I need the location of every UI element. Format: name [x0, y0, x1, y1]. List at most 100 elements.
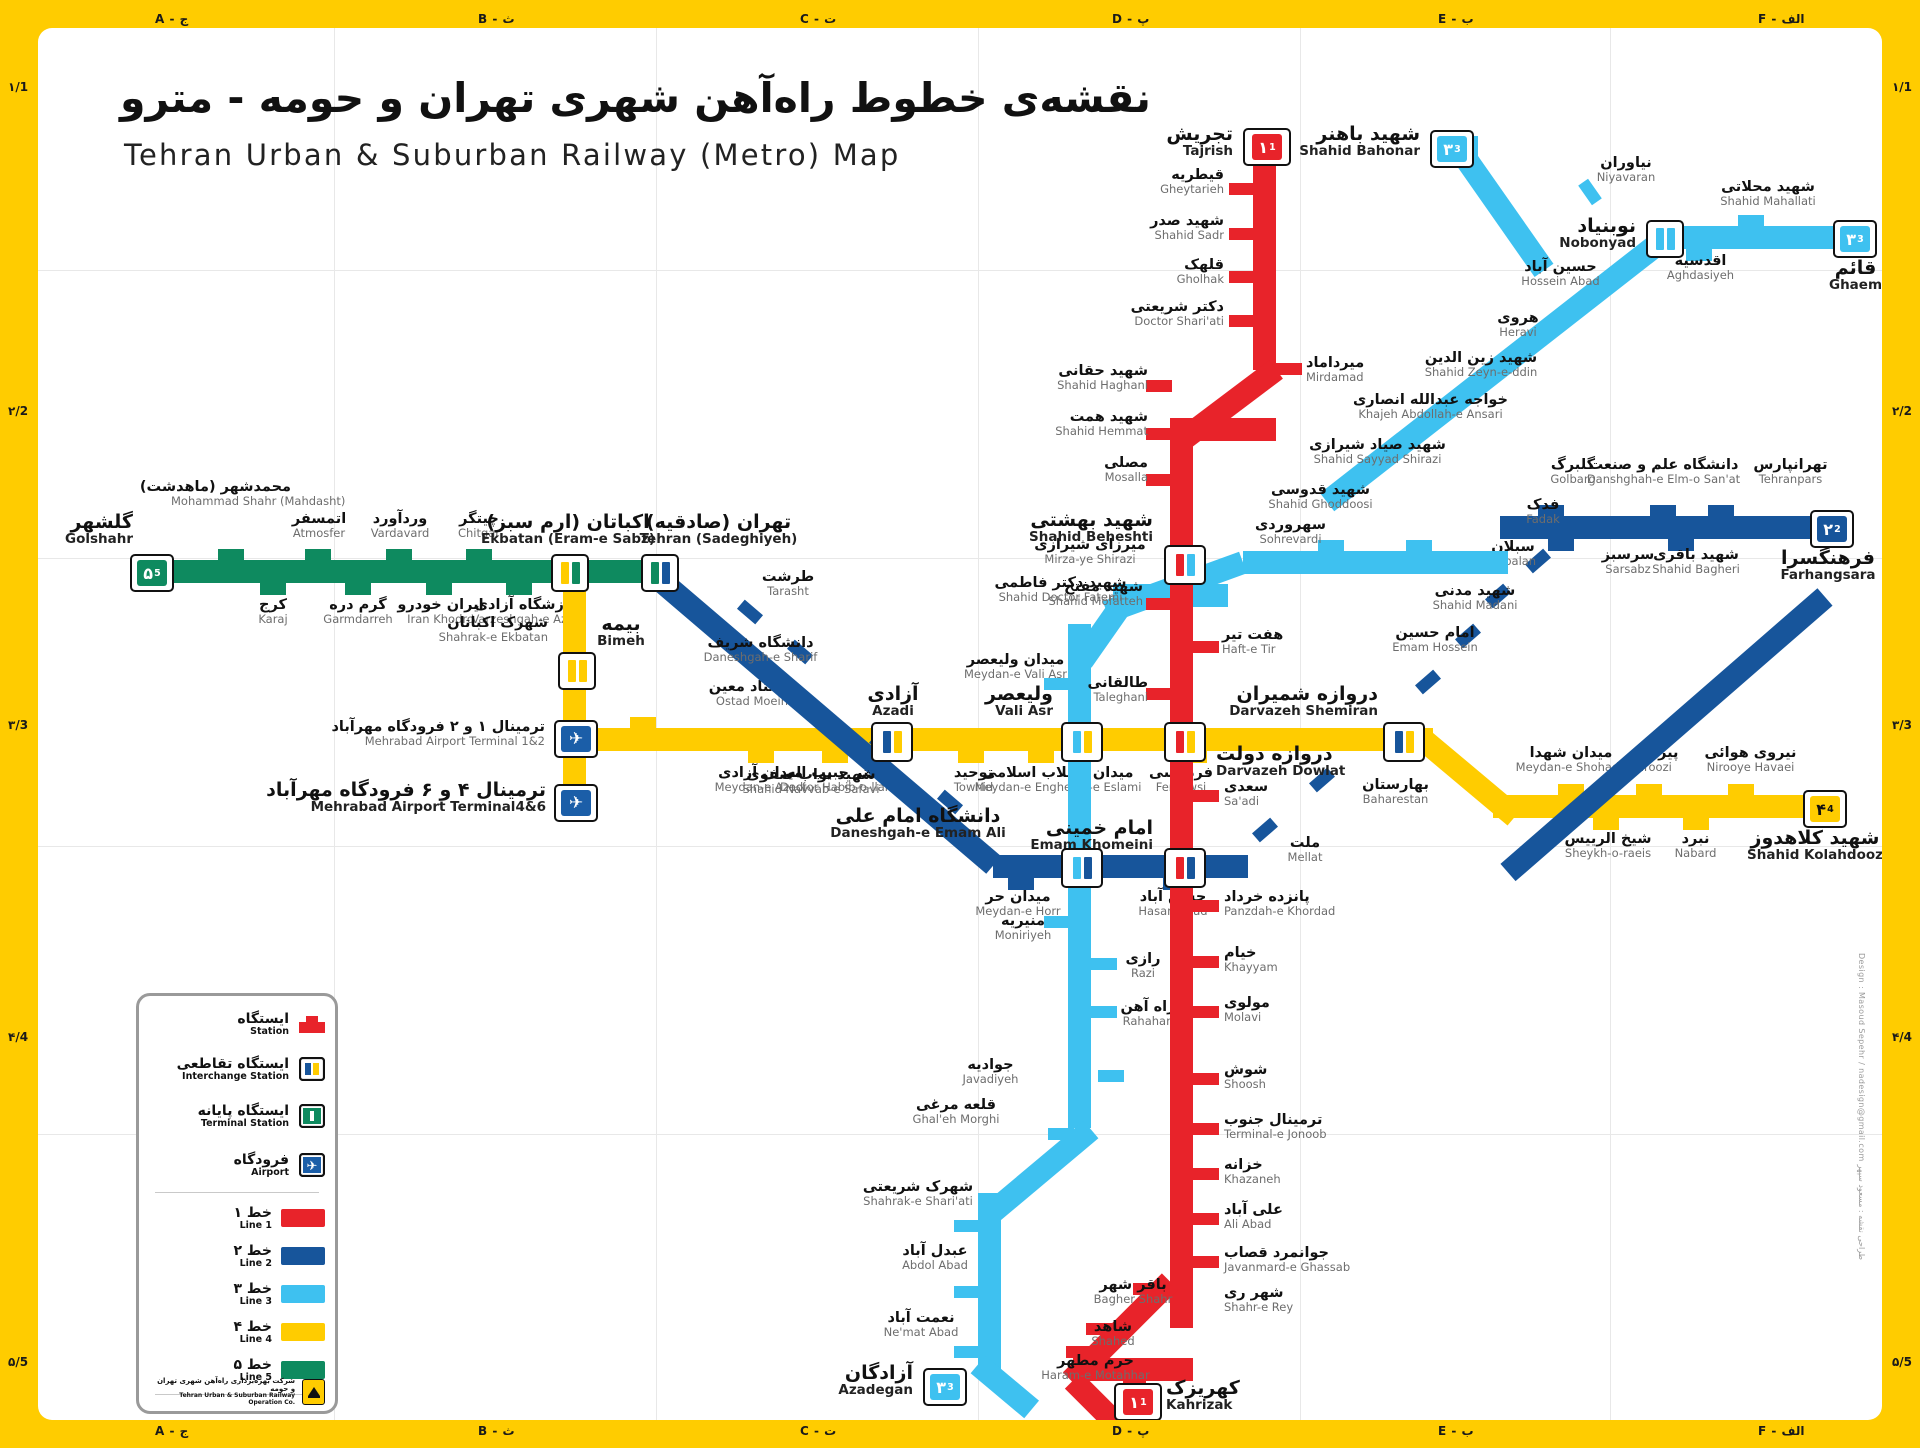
station-tick [630, 717, 656, 729]
station-tick [1044, 916, 1070, 928]
station-label-mirza-ye-shirazi: میرزای شیرازی Mirza-ye Shirazi [1034, 537, 1146, 567]
legend-row-interchange: ایستگاه تقاطعی Interchange Station [177, 1057, 325, 1082]
station-tick [1193, 1006, 1219, 1018]
line4-swatch [281, 1323, 325, 1342]
line3-badge-sub3: 3 [947, 1381, 954, 1393]
line2-track [993, 855, 1248, 878]
line2-track [1500, 516, 1830, 539]
ix-stripe [1186, 856, 1195, 880]
interchange-meydan-horr[interactable] [1061, 848, 1103, 888]
station-tick [1146, 474, 1172, 486]
station-label-aghdasiyeh: اقدسیه Aghdasiyeh [1666, 253, 1735, 283]
station-tick [1146, 428, 1172, 440]
station-label-varzeshgah-azadi: ورزشگاه آزادی Varzeshgah-e Azadi [471, 597, 585, 627]
station-label-rahahan: راه آهن Rahahan [1120, 999, 1176, 1029]
station-tick [1229, 183, 1255, 195]
station-label-terminal-jonoob: ترمینال جنوب Terminal-e Jonoob [1224, 1112, 1327, 1142]
station-tick [260, 583, 286, 595]
station-label-mehrabad-t12: ترمینال ۱ و ۲ فرودگاه مهرآباد Mehrabad A… [331, 719, 545, 749]
line3-track [984, 1120, 1099, 1222]
station-tick [1593, 818, 1619, 830]
airport-icon: ✈ [561, 726, 591, 752]
station-tick [1668, 539, 1694, 551]
operator-logo-icon [302, 1379, 325, 1406]
legend-divider [155, 1192, 319, 1193]
station-label-shahid-zeyn-e-ddin: شهید زین الدین Shahid Zeyn-e-ddin [1424, 350, 1538, 380]
station-tick [305, 549, 331, 561]
grid-left-2: ۲/2 [8, 404, 29, 418]
station-tick [1650, 505, 1676, 517]
ix-stripe [571, 562, 580, 584]
interchange-icon [298, 1057, 325, 1082]
station-tick [1558, 784, 1584, 796]
line2-swatch [281, 1247, 325, 1266]
station-tick [506, 583, 532, 595]
station-tick [1028, 751, 1054, 763]
line3-badge-num2: ۳ [1846, 229, 1857, 249]
station-label-towhid: توحید Towhid [953, 765, 994, 795]
station-label-doctor-habib: دکتر حبیب اله Doctor Habib-o-llah [779, 765, 893, 795]
grid-line-v [1300, 28, 1301, 1420]
airport-station-terminal-4-6[interactable]: ✈ [554, 784, 598, 822]
station-label-shahrak-ekbatan: شهرک اکباتان Shahrak-e Ekbatan [438, 615, 548, 645]
grid-line-h [38, 1134, 1882, 1135]
ix-stripe [882, 730, 891, 754]
station-tick [1229, 228, 1255, 240]
grid-top-a: A - ج [155, 12, 189, 26]
line1-track [1253, 138, 1276, 370]
interchange-bimeh[interactable] [558, 652, 596, 690]
ix-stripe [578, 660, 587, 682]
design-credit: Design : Masoud Sepehr / nadesign@gmail.… [1857, 953, 1866, 1260]
ix-stripe [1666, 228, 1675, 250]
station-tick [1008, 878, 1034, 890]
station-label-nirooye-havaei: نیروی هوائی Nirooye Havaei [1704, 745, 1797, 775]
map-canvas[interactable]: نقشه‌ی خطوط راه‌آهن شهری تهران و حومه - … [38, 28, 1882, 1420]
legend-line-1: خط ۱ Line 1 [233, 1206, 325, 1231]
station-tick [1044, 678, 1070, 690]
station-tick [954, 1346, 980, 1358]
station-label-darvazeh-shemiran: دروازه شمیران Darvazeh Shemiran [1229, 683, 1378, 720]
station-label-mohammad-shahr: محمدشهر (ماهدشت) Mohammad Shahr (Mahdash… [139, 479, 346, 509]
interchange-nobonyad[interactable] [1646, 220, 1684, 258]
interchange-emam-khomeini[interactable] [1164, 848, 1206, 888]
ix-stripe [1655, 228, 1664, 250]
grid-bottom-e: E - ب [1438, 1424, 1474, 1438]
interchange-azadi[interactable] [871, 722, 913, 762]
station-tick [822, 751, 848, 763]
station-tick [1636, 784, 1662, 796]
station-label-azadegan: آزادگان Azadegan [838, 1362, 913, 1399]
ix-stripe [1083, 856, 1092, 880]
station-tick [1193, 1073, 1219, 1085]
station-tick [1193, 790, 1219, 802]
station-label-mirdamad: میرداماد Mirdamad [1306, 355, 1365, 385]
station-label-golbarg: گلبرگ Golbarg [1550, 457, 1596, 487]
station-label-panzdah-khordad: پانزده خرداد Panzdah-e Khordad [1224, 889, 1336, 919]
station-label-shahid-beheshti: شهید بهشتی Shahid Beheshti [1029, 509, 1153, 546]
line3-track [1243, 551, 1508, 574]
page-title-en: Tehran Urban & Suburban Railway (Metro) … [124, 138, 901, 172]
grid-bottom-c: C - ت [800, 1424, 837, 1438]
airport-station-terminal-1-2[interactable]: ✈ [554, 720, 598, 758]
interchange-tehran-sadeghiyeh[interactable] [641, 554, 679, 592]
interchange-ekbatan[interactable] [551, 554, 589, 592]
interchange-shahid-beheshti[interactable] [1164, 545, 1206, 585]
interchange-darvazeh-dowlat[interactable] [1164, 722, 1206, 762]
legend-row-station: ایستگاه Station [237, 1012, 325, 1037]
grid-left-3: ۳/3 [8, 718, 29, 732]
station-label-emam-khomeini: امام خمینی Emam Khomeini [1030, 817, 1153, 854]
station-label-vardavard: وردآورد Vardavard [370, 511, 430, 541]
interchange-darvazeh-shemiran[interactable] [1383, 722, 1425, 762]
station-label-shahid-ghoddoosi: شهید قدوسی Shahid Ghoddoosi [1268, 482, 1373, 512]
ix-stripe [1394, 730, 1403, 754]
station-tick [1086, 1323, 1112, 1335]
interchange-vali-asr[interactable] [1061, 722, 1103, 762]
line3-badge-sub: 3 [1454, 143, 1461, 155]
